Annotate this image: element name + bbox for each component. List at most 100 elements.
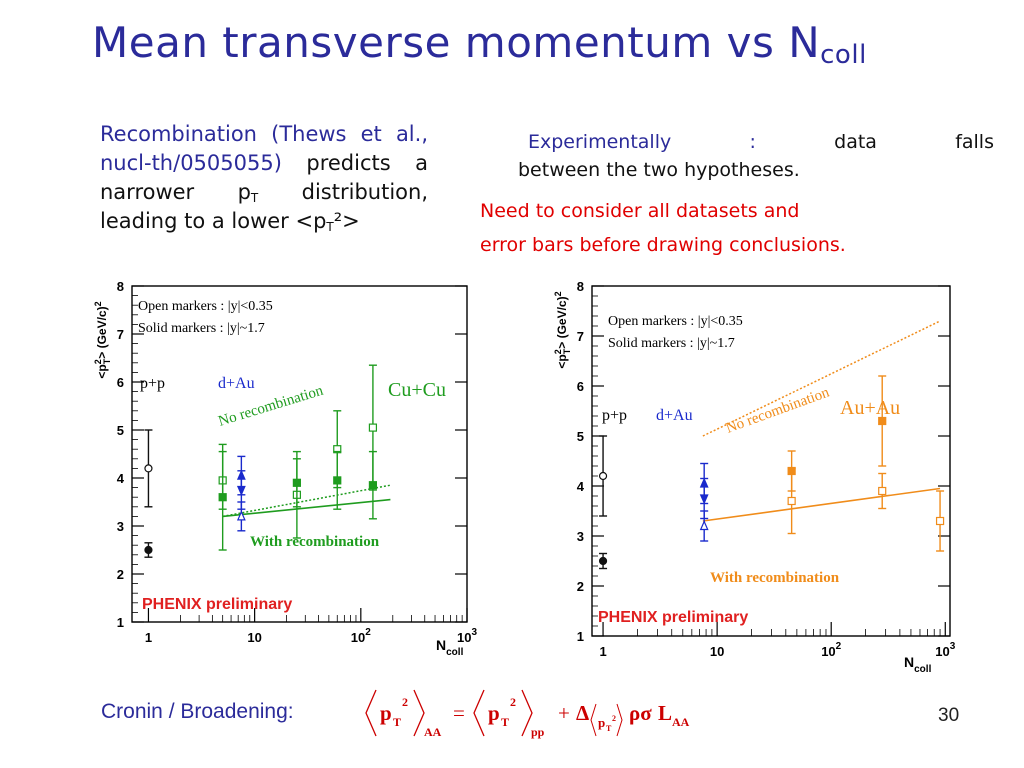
title-subscript: coll <box>820 40 867 70</box>
y-tick-label: 1 <box>577 629 584 644</box>
y-tick-label: 3 <box>577 529 584 544</box>
data-point <box>333 476 342 485</box>
data-point <box>787 496 796 506</box>
with-recombination-line <box>702 487 941 522</box>
formula-t-2: T <box>501 715 509 729</box>
y-tick-label: 6 <box>117 375 124 390</box>
experimentally-colon: : <box>749 131 756 153</box>
no-recombination-line <box>222 484 391 518</box>
x-tick-label: 10 <box>247 630 261 645</box>
legend-solid: Solid markers : |y|~1.7 <box>608 336 735 351</box>
formula-plus: + <box>558 701 570 725</box>
cronin-label: Cronin / Broadening: <box>101 700 294 723</box>
x-tick-label: 1 <box>145 630 152 645</box>
y-axis-label-sup: 2 <box>553 349 563 354</box>
formula-bracket-1-right <box>413 689 425 737</box>
with-recombination-label: With recombination <box>250 534 380 550</box>
caution-line-1: Need to consider all datasets and <box>480 200 800 222</box>
data-point <box>368 423 378 432</box>
formula-sq-1: 2 <box>402 695 408 709</box>
caution-line-2: error bars before drawing conclusions. <box>480 234 846 256</box>
broadening-formula: p T 2 AA = p T 2 pp + Δ p T 2 ρσ L AA <box>365 689 690 739</box>
experimentally-label: Experimentally <box>528 131 672 153</box>
y-axis-label-sub: T <box>562 348 572 354</box>
prediction-sub-1: T <box>250 191 259 205</box>
x-axis-label: Ncoll <box>436 637 464 658</box>
formula-t-1: T <box>393 715 401 729</box>
prediction-sub-2: T <box>326 220 334 234</box>
y-axis-label-sup: 2 <box>93 301 103 306</box>
y-tick-label: 2 <box>117 567 124 582</box>
data-point <box>218 493 227 502</box>
pp-label: p+p <box>140 375 165 392</box>
x-tick-label-base: 10 <box>351 630 365 645</box>
y-tick-label: 2 <box>577 579 584 594</box>
formula-bracket-1-left <box>365 689 377 737</box>
x-tick-label-exp: 2 <box>365 627 371 638</box>
x-axis-label: Ncoll <box>904 654 932 675</box>
legend-solid: Solid markers : |y|~1.7 <box>138 321 265 336</box>
title-main: Mean transverse momentum vs N <box>92 18 821 67</box>
data-point <box>598 556 608 566</box>
data-point <box>144 545 153 555</box>
data-word: data <box>834 131 877 153</box>
x-tick-label-exp: 3 <box>950 641 956 652</box>
data-point <box>878 416 887 426</box>
caution-text: Need to consider all datasets and error … <box>480 194 1000 262</box>
x-tick-label-exp: 3 <box>471 627 477 638</box>
x-tick-label: 103 <box>935 641 955 659</box>
x-axis-label-sub: coll <box>446 647 463 658</box>
formula-pp: pp <box>531 725 545 739</box>
data-point <box>236 485 246 496</box>
prediction-text-2: distribution, leading to a lower <p <box>100 180 428 233</box>
y-tick-label: 5 <box>117 423 124 438</box>
page-title: Mean transverse momentum vs Ncoll <box>92 18 867 70</box>
legend-open: Open markers : |y|<0.35 <box>608 314 743 329</box>
y-axis-label-sup: 2 <box>553 291 563 296</box>
formula-rho-sigma: ρσ <box>629 701 652 725</box>
y-axis-label: <p2T> (GeV/c)2 <box>553 291 572 368</box>
data-point <box>935 516 945 526</box>
y-tick-label: 4 <box>577 479 585 494</box>
x-tick-label-base: 10 <box>821 644 835 659</box>
no-recombination-label: No recombination <box>724 384 832 436</box>
recombination-text: Recombination (Thews et al., nucl-th/050… <box>100 120 428 236</box>
data-point <box>144 464 153 473</box>
x-tick-label-base: 10 <box>935 644 949 659</box>
formula-sq-2: 2 <box>510 695 516 709</box>
x-tick-label: 102 <box>821 641 841 659</box>
system-label: Au+Au <box>840 397 900 419</box>
x-axis-label-part: N <box>436 637 446 653</box>
formula-aa-1: AA <box>424 725 442 739</box>
y-tick-label: 7 <box>577 329 584 344</box>
y-axis-label: <p2T> (GeV/c)2 <box>93 301 112 378</box>
y-axis-label-sub: T <box>102 358 112 364</box>
data-point <box>292 478 301 487</box>
x-tick-label-exp: 2 <box>836 641 842 652</box>
x-tick-label-base: 10 <box>457 630 471 645</box>
legend-open: Open markers : |y|<0.35 <box>138 299 273 314</box>
data-point <box>699 494 709 505</box>
prediction-text-1: predicts a narrower p <box>100 151 428 204</box>
system-label: Cu+Cu <box>388 379 446 401</box>
page-number: 30 <box>938 705 960 726</box>
formula-bracket-2-right <box>521 689 533 737</box>
x-tick-label: 103 <box>457 627 477 645</box>
x-tick-label: 102 <box>351 627 371 645</box>
plot-frame <box>131 285 468 623</box>
plot-frame <box>591 285 951 637</box>
y-tick-label: 6 <box>577 379 584 394</box>
y-axis-label-part: > (GeV/c) <box>95 306 109 358</box>
formula-delta: Δ <box>576 701 589 725</box>
experimentally-text: Experimentally : data falls between the … <box>518 128 994 184</box>
experimentally-row: Experimentally : data falls <box>518 128 994 156</box>
y-tick-label: 8 <box>117 279 124 294</box>
formula-bracket-2-left <box>473 689 485 737</box>
with-recombination-line <box>222 498 391 518</box>
y-axis-label-sup: 2 <box>93 359 103 364</box>
dau-label: d+Au <box>656 407 693 424</box>
formula-bracket-3-left <box>590 703 597 737</box>
data-point <box>878 486 887 496</box>
pp-label: p+p <box>602 407 627 424</box>
formula-equals: = <box>453 701 465 725</box>
